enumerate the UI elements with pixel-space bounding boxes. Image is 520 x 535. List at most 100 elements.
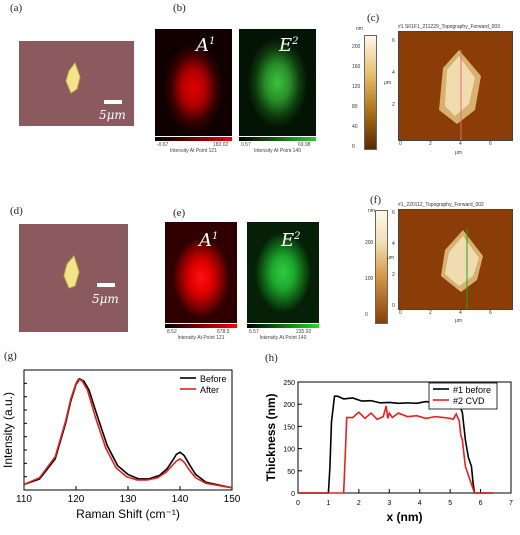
map-species-label: A1: [199, 230, 219, 251]
afm-xaxis-unit: μm: [455, 150, 463, 156]
y-axis-label: Intensity (a.u.): [1, 392, 15, 468]
y-tick-label: 0: [291, 491, 295, 498]
x-tick-label: 150: [224, 494, 241, 505]
map-species-label: A1: [196, 35, 216, 56]
colorbar-max: 183.02: [213, 142, 229, 148]
y-tick-label: 50: [287, 469, 295, 476]
afm-flake: [441, 228, 483, 309]
optical-image-d: 5μm: [19, 224, 128, 332]
series-line: [298, 395, 493, 494]
raman-map-a1-e: A1: [165, 222, 237, 323]
scale-bar: [97, 283, 115, 287]
x-tick-label: 130: [120, 494, 137, 505]
scale-label: 5μm: [99, 108, 126, 122]
panel-b-label: (b): [173, 2, 186, 14]
thickness-profile-chart: 0 1 2 3 4 5 6 7 0 50 100 150 200 250 x (nm) Thickness (…: [265, 380, 513, 524]
colorbar-tick: 200: [365, 240, 374, 246]
map-species-label: E2: [279, 35, 299, 56]
x-axis-label: x (nm): [387, 510, 423, 524]
map-species-label: E2: [281, 230, 301, 251]
plot-frame: [297, 381, 512, 494]
colorbar-max: 235.92: [296, 329, 312, 335]
raman-map-e2-e: E2: [247, 222, 319, 323]
colorbar-min: -0.67: [157, 142, 169, 148]
colorbar-green: [239, 137, 316, 141]
colorbar-max: 69.98: [298, 142, 311, 148]
flake-shape-a: [65, 61, 81, 94]
legend-box: [428, 382, 498, 410]
y-tick-label: 250: [283, 380, 295, 387]
colorbar-tick: 40: [352, 124, 358, 130]
panel-g-label: (g): [4, 350, 17, 362]
raman-map-e2: E2: [239, 29, 316, 136]
afm-xtick: 4: [459, 141, 462, 147]
afm-xtick: 0: [399, 141, 402, 147]
colorbar-tick: 0: [352, 144, 355, 150]
afm-xaxis-unit: μm: [455, 318, 463, 324]
raman-spectrum-chart: 110 120 130 140 150 Raman Shift (cm⁻¹) Intensi…: [1, 369, 241, 521]
afm-yaxis-unit: μm: [384, 80, 392, 86]
afm-title: #1_220112_Topography_Forward_002: [398, 202, 484, 208]
afm-xtick: 2: [429, 141, 432, 147]
afm-ytick: 6: [392, 210, 395, 216]
colorbar-green: [247, 324, 319, 328]
colorbar-unit: nm: [356, 26, 363, 32]
colorbar-tick: 80: [352, 104, 358, 110]
x-tick-label: 3: [387, 500, 391, 507]
colorbar-caption: Intensity At Point 140: [259, 335, 307, 341]
colorbar-tick: 0: [365, 312, 368, 318]
y-tick-label: 100: [283, 447, 295, 454]
x-tick-label: 110: [16, 494, 32, 505]
x-tick-label: 140: [172, 494, 189, 505]
x-tick-label: 7: [509, 500, 513, 507]
afm-ytick: 2: [392, 272, 395, 278]
y-tick-label: 200: [283, 402, 295, 409]
x-tick-label: 4: [418, 500, 422, 507]
afm-xtick: 4: [459, 310, 462, 316]
x-tick-label: 0: [296, 500, 300, 507]
colorbar-tick: 100: [365, 276, 374, 282]
x-tick-label: 1: [326, 500, 330, 507]
flake-shape-d: [63, 254, 80, 289]
afm-colorbar: [375, 210, 388, 324]
x-tick-label: 2: [357, 500, 361, 507]
panel-a-label: (a): [10, 2, 23, 14]
colorbar-caption: Intensity At Point 121: [170, 148, 217, 154]
colorbar-caption: Intensity At Point 140: [254, 148, 301, 154]
colorbar-min: 8.52: [167, 329, 177, 335]
y-tick-label: 150: [283, 424, 295, 431]
panel-f-label: (f): [370, 194, 381, 206]
colorbar-min: 0.57: [241, 142, 251, 148]
colorbar-red: [165, 324, 237, 328]
afm-yaxis-unit: μm: [387, 255, 395, 261]
panel-e-label: (e): [173, 207, 186, 219]
panel-c-label: (c): [367, 12, 380, 24]
afm-xtick: 6: [489, 141, 492, 147]
colorbar-caption: Intensity At Point 121: [177, 335, 225, 341]
afm-colorbar: [364, 35, 377, 150]
raman-map-a1: A1: [155, 29, 232, 136]
legend-label: After: [200, 385, 219, 395]
afm-flake: [439, 50, 481, 140]
series-line: [23, 377, 233, 489]
afm-ytick: 0: [392, 303, 395, 309]
afm-title: #1 S01F1_211229_Topography_Forward_003: [398, 24, 500, 30]
x-tick-label: 120: [68, 494, 85, 505]
afm-ytick: 2: [392, 102, 395, 108]
series-line: [23, 377, 233, 489]
afm-xtick: 0: [399, 310, 402, 316]
afm-topography-f: [398, 209, 513, 310]
afm-ytick: 6: [392, 38, 395, 44]
x-tick-label: 6: [479, 500, 483, 507]
scale-label: 5μm: [92, 292, 119, 306]
afm-ytick: 4: [392, 70, 395, 76]
x-axis-label: Raman Shift (cm⁻¹): [76, 507, 180, 521]
panel-d-label: (d): [10, 205, 23, 217]
legend-label: Before: [200, 374, 227, 384]
colorbar-tick: 200: [352, 44, 361, 50]
panel-h-label: (h): [265, 352, 278, 364]
afm-topography-c: [398, 31, 513, 141]
afm-ytick: 4: [392, 241, 395, 247]
colorbar-tick: 120: [352, 84, 361, 90]
colorbar-min: 6.57: [249, 329, 259, 335]
